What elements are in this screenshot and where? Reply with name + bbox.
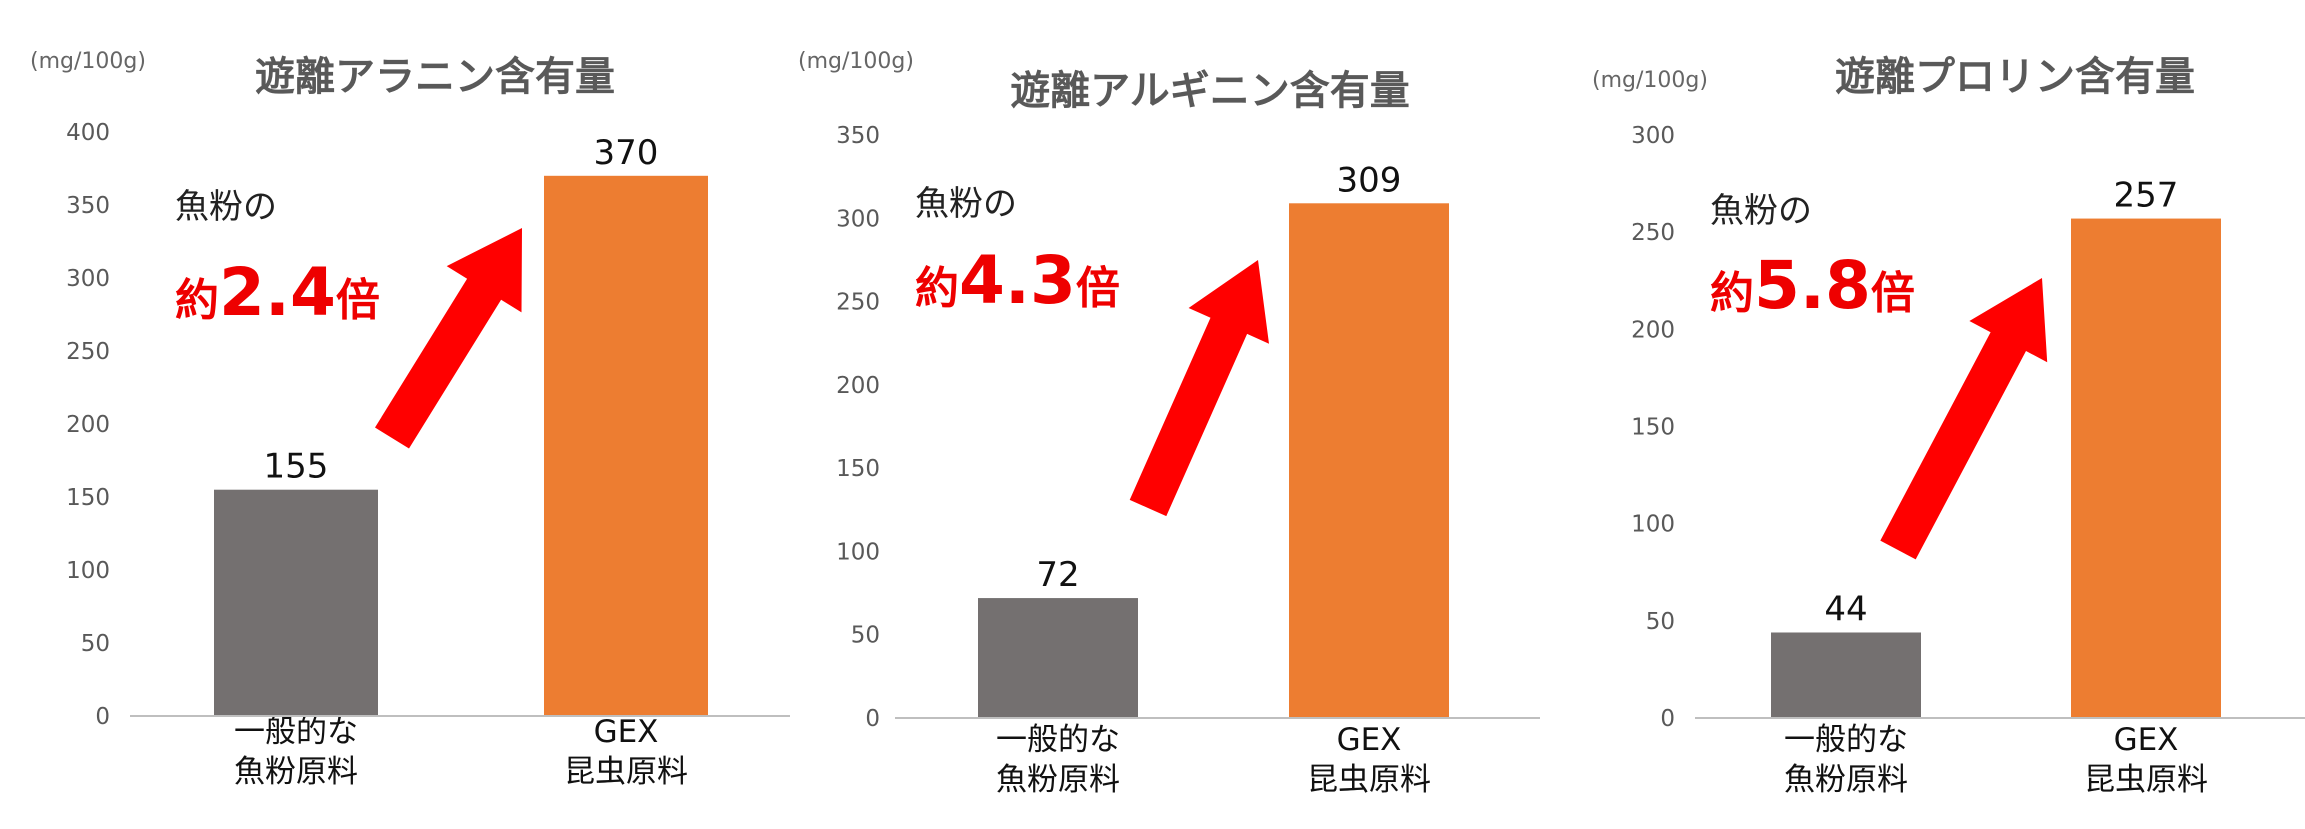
y-tick-label: 250 — [836, 290, 880, 316]
x-category-label: 一般的な魚粉原料 — [996, 722, 1120, 798]
y-tick-label: 50 — [1646, 609, 1675, 635]
y-tick-label: 300 — [1631, 123, 1675, 149]
chart-title: 遊離アラニン含有量 — [255, 54, 615, 100]
y-tick-label: 100 — [66, 558, 110, 584]
chart-svg: (mg/100g) 遊離プロリン含有量 0 50 100 150 200 250 300 44 一般… — [1592, 54, 2305, 798]
y-unit-label: (mg/100g) — [798, 49, 914, 74]
x-category-label: GEX 昆虫原料 — [2084, 722, 2208, 798]
bar-value-label: 257 — [2114, 176, 2179, 216]
y-tick-label: 100 — [1631, 512, 1675, 538]
x-category-label: 一般的な魚粉原料 — [1784, 722, 1908, 798]
bar-fishmeal — [214, 489, 378, 716]
y-tick-label: 150 — [66, 485, 110, 511]
y-tick-label: 200 — [1631, 317, 1675, 343]
bar-fishmeal — [978, 598, 1138, 718]
y-tick-label: 100 — [836, 539, 880, 565]
chart-svg: (mg/100g) 遊離アラニン含有量 0 50 100 150 200 250 300 350 4… — [30, 49, 790, 790]
y-tick-label: 150 — [1631, 415, 1675, 441]
callout-line1: 魚粉の — [175, 187, 277, 227]
bar-gex — [1289, 203, 1449, 718]
callout-line1: 魚粉の — [915, 184, 1017, 224]
bar-gex — [544, 175, 708, 717]
y-tick-label: 300 — [836, 206, 880, 232]
x-category-label: GEX 昆虫原料 — [1307, 722, 1431, 798]
bar-fishmeal — [1771, 632, 1921, 718]
bar-gex — [2071, 218, 2221, 718]
y-tick-label: 300 — [66, 266, 110, 292]
y-tick-label: 350 — [66, 193, 110, 219]
y-tick-label: 150 — [836, 456, 880, 482]
y-tick-label: 50 — [81, 631, 110, 657]
callout-ratio: 約2.4倍 — [175, 254, 380, 331]
callout-ratio: 約5.8倍 — [1710, 247, 1915, 324]
y-tick-label: 50 — [851, 623, 880, 649]
chart-panel-arginine: (mg/100g) 遊離アルギニン含有量 0 50 100 150 200 250 300 350… — [770, 0, 1540, 829]
x-category-label: 一般的な魚粉原料 — [234, 714, 358, 790]
increase-arrow — [1880, 278, 2048, 560]
bar-value-label: 309 — [1337, 160, 1402, 200]
y-unit-label: (mg/100g) — [30, 49, 146, 74]
increase-arrow — [375, 228, 522, 449]
y-tick-label: 0 — [95, 704, 110, 730]
chart-panel-alanine: (mg/100g) 遊離アラニン含有量 0 50 100 150 200 250 300 350 4… — [0, 0, 790, 829]
y-tick-label: 400 — [66, 120, 110, 146]
callout-line1: 魚粉の — [1710, 191, 1812, 231]
y-unit-label: (mg/100g) — [1592, 68, 1708, 93]
chart-title: 遊離アルギニン含有量 — [1010, 68, 1410, 114]
callout-ratio: 約4.3倍 — [915, 242, 1120, 319]
chart-panel-proline: (mg/100g) 遊離プロリン含有量 0 50 100 150 200 250 300 44 一般… — [1540, 0, 2305, 829]
y-tick-label: 200 — [66, 412, 110, 438]
y-tick-label: 0 — [1660, 706, 1675, 732]
y-tick-label: 0 — [865, 706, 880, 732]
y-tick-label: 200 — [836, 373, 880, 399]
y-tick-label: 350 — [836, 123, 880, 149]
bar-value-label: 370 — [594, 133, 659, 173]
x-category-label: GEX 昆虫原料 — [564, 714, 688, 790]
chart-title: 遊離プロリン含有量 — [1835, 54, 2195, 100]
y-tick-label: 250 — [1631, 220, 1675, 246]
bar-value-label: 44 — [1824, 589, 1867, 629]
increase-arrow — [1129, 260, 1269, 517]
y-tick-label: 250 — [66, 339, 110, 365]
chart-svg: (mg/100g) 遊離アルギニン含有量 0 50 100 150 200 250 300 350… — [798, 49, 1540, 798]
bar-value-label: 72 — [1036, 555, 1079, 595]
bar-value-label: 155 — [264, 447, 329, 487]
